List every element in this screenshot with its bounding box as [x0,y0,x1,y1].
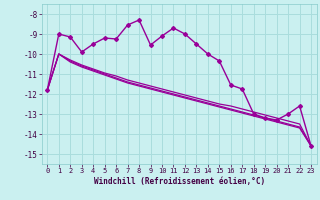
X-axis label: Windchill (Refroidissement éolien,°C): Windchill (Refroidissement éolien,°C) [94,177,265,186]
